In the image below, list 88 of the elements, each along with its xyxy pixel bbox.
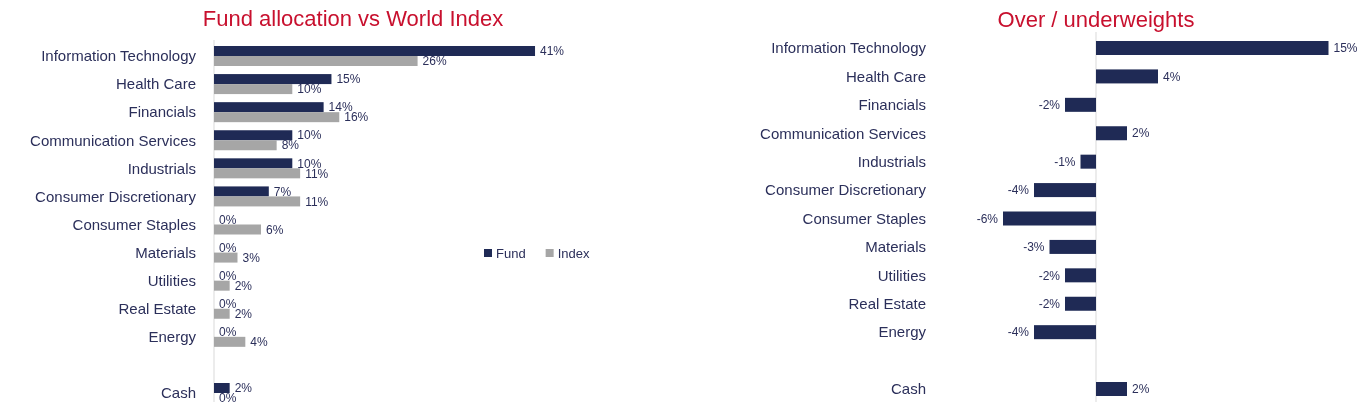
bar <box>1096 382 1127 396</box>
y-tick-label: Consumer Discretionary <box>35 187 197 205</box>
y-tick-label: Financials <box>858 96 926 114</box>
y-tick-label: Energy <box>878 323 927 341</box>
y-tick-label: Financials <box>128 103 196 121</box>
data-label: 15% <box>1333 41 1358 56</box>
y-tick-label: Consumer Staples <box>802 209 926 227</box>
bar <box>214 336 246 347</box>
y-tick-label: Information Technology <box>771 39 927 57</box>
y-tick-label: Energy <box>148 328 197 346</box>
data-label: -2% <box>1038 296 1061 311</box>
data-label: 26% <box>422 54 447 69</box>
data-label: 16% <box>344 110 369 125</box>
data-label: -3% <box>1023 240 1045 255</box>
legend-label: Index <box>557 245 590 261</box>
data-label: 2% <box>1132 382 1150 397</box>
y-tick-label: Information Technology <box>41 47 197 65</box>
bar <box>1096 41 1329 55</box>
y-tick-label: Health Care <box>845 67 926 85</box>
bar <box>1003 211 1096 226</box>
legend-label: Fund <box>496 245 526 261</box>
y-tick-label: Materials <box>135 243 196 261</box>
data-label: 4% <box>1163 69 1181 84</box>
data-label: -2% <box>1038 98 1061 113</box>
data-label: 2% <box>1132 126 1150 141</box>
data-label: 0% <box>219 296 237 311</box>
data-label: 2% <box>234 381 253 396</box>
y-tick-label: Communication Services <box>760 124 926 142</box>
bar <box>1065 296 1096 311</box>
bar <box>1096 126 1127 141</box>
data-label: 10% <box>297 128 322 143</box>
bar <box>214 56 418 66</box>
bar <box>214 308 230 319</box>
bar <box>214 224 261 235</box>
y-tick-label: Communication Services <box>30 131 196 149</box>
bar <box>214 140 277 151</box>
bar <box>1080 154 1096 169</box>
y-tick-label: Consumer Discretionary <box>765 181 927 199</box>
y-tick-label: Real Estate <box>848 295 926 312</box>
chart-title: Fund allocation vs World Index <box>202 6 504 31</box>
data-label: -1% <box>1054 154 1076 169</box>
bar <box>1049 239 1096 254</box>
bar <box>214 130 293 141</box>
bar <box>1065 97 1096 112</box>
bar <box>214 383 230 393</box>
data-label: 3% <box>242 250 261 265</box>
y-tick-label: Cash <box>160 384 196 402</box>
y-tick-label: Cash <box>890 380 926 398</box>
bar <box>214 158 293 169</box>
data-label: 7% <box>273 184 292 199</box>
bar <box>214 84 293 95</box>
y-tick-label: Materials <box>865 238 926 256</box>
data-label: 41% <box>540 44 565 59</box>
y-tick-label: Industrials <box>857 152 926 170</box>
data-label: 0% <box>219 325 237 340</box>
bar <box>214 252 238 263</box>
data-label: 6% <box>265 222 284 237</box>
data-label: 11% <box>305 194 329 209</box>
y-tick-label: Industrials <box>127 159 196 177</box>
data-label: 8% <box>281 138 300 153</box>
y-tick-label: Real Estate <box>118 300 196 317</box>
bar <box>1065 268 1096 283</box>
data-label: -4% <box>1007 183 1030 198</box>
y-tick-label: Health Care <box>115 75 196 93</box>
bar <box>214 196 301 207</box>
data-label: 0% <box>219 391 237 402</box>
data-label: -2% <box>1038 268 1061 283</box>
bar <box>1034 183 1096 198</box>
y-tick-label: Utilities <box>877 266 926 284</box>
bar <box>214 168 301 179</box>
bar <box>214 46 536 56</box>
data-label: -4% <box>1007 325 1030 340</box>
bar <box>1096 69 1158 84</box>
data-label: 4% <box>250 335 268 350</box>
bar <box>214 74 332 85</box>
bar <box>214 280 230 291</box>
chart-title: Over / underweights <box>997 7 1195 32</box>
data-label: -6% <box>976 211 999 226</box>
bar <box>214 102 324 113</box>
data-label: 0% <box>219 240 237 255</box>
bar <box>214 112 340 123</box>
y-tick-label: Utilities <box>147 271 196 289</box>
data-label: 0% <box>219 212 237 227</box>
bar <box>1034 325 1096 340</box>
y-tick-label: Consumer Staples <box>72 215 196 233</box>
data-label: 15% <box>336 72 361 87</box>
data-label: 10% <box>297 82 322 97</box>
bar <box>214 186 269 197</box>
